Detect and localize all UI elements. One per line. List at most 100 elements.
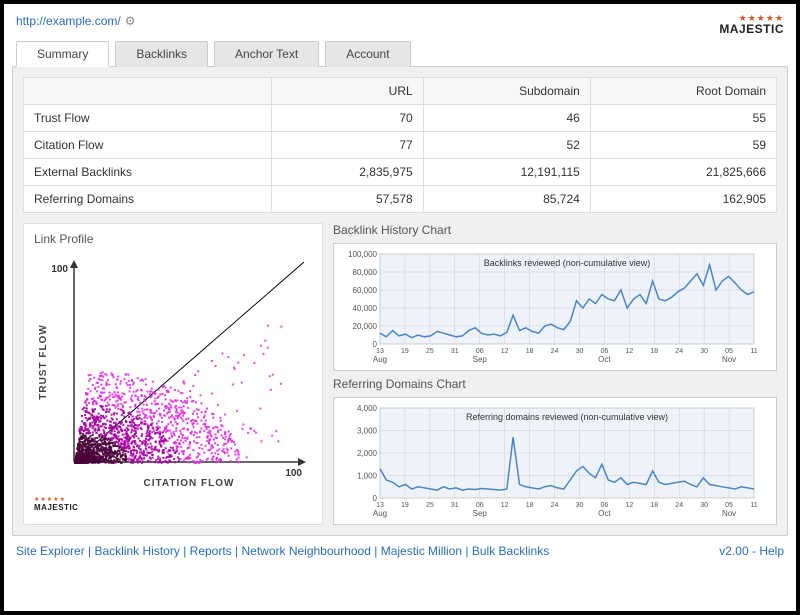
refdom-chart-title: Referring Domains Chart	[333, 377, 777, 391]
svg-text:30: 30	[700, 502, 708, 509]
backlink-chart: 020,00040,00060,00080,000100,00013192531…	[340, 248, 760, 368]
svg-text:100: 100	[285, 468, 302, 479]
footer-link[interactable]: Network Neighbourhood	[241, 544, 370, 558]
svg-text:100,000: 100,000	[348, 250, 377, 259]
svg-text:06: 06	[476, 502, 484, 509]
svg-text:25: 25	[426, 502, 434, 509]
tab-bar: SummaryBacklinksAnchor TextAccount	[16, 41, 788, 67]
gear-icon[interactable]: ⚙	[125, 14, 136, 28]
tab-backlinks[interactable]: Backlinks	[115, 41, 208, 67]
table-header: URL	[271, 78, 423, 105]
table-cell: 46	[423, 105, 590, 132]
table-cell: 21,825,666	[590, 159, 776, 186]
help-link[interactable]: Help	[759, 544, 784, 558]
footer-links: Site Explorer | Backlink History | Repor…	[16, 544, 549, 558]
svg-text:19: 19	[401, 348, 409, 355]
svg-text:19: 19	[401, 502, 409, 509]
table-header: Subdomain	[423, 78, 590, 105]
footer-link[interactable]: Backlink History	[95, 544, 180, 558]
footer-link[interactable]: Site Explorer	[16, 544, 85, 558]
tab-anchor-text[interactable]: Anchor Text	[214, 41, 319, 67]
svg-text:18: 18	[526, 502, 534, 509]
svg-text:24: 24	[675, 502, 683, 509]
svg-text:12: 12	[501, 348, 509, 355]
svg-text:Backlinks reviewed (non-cumula: Backlinks reviewed (non-cumulative view)	[484, 258, 651, 268]
backlink-chart-box: 020,00040,00060,00080,000100,00013192531…	[333, 243, 777, 371]
table-cell: Trust Flow	[24, 105, 272, 132]
table-cell: 12,191,115	[423, 159, 590, 186]
svg-text:31: 31	[451, 502, 459, 509]
svg-text:25: 25	[426, 348, 434, 355]
svg-text:CITATION FLOW: CITATION FLOW	[144, 478, 235, 489]
tab-account[interactable]: Account	[325, 41, 410, 67]
svg-text:18: 18	[650, 348, 658, 355]
table-cell: 59	[590, 132, 776, 159]
svg-text:3,000: 3,000	[357, 427, 378, 436]
svg-text:12: 12	[501, 502, 509, 509]
svg-text:1,000: 1,000	[357, 472, 378, 481]
table-cell: External Backlinks	[24, 159, 272, 186]
table-header	[24, 78, 272, 105]
svg-text:13: 13	[376, 348, 384, 355]
svg-text:05: 05	[725, 502, 733, 509]
small-logo: ★★★★★ MAJESTIC	[34, 496, 312, 512]
svg-text:06: 06	[601, 502, 609, 509]
svg-text:60,000: 60,000	[353, 286, 378, 295]
svg-text:30: 30	[576, 502, 584, 509]
svg-text:Nov: Nov	[722, 509, 736, 518]
version-label: v2.00	[719, 544, 748, 558]
svg-text:31: 31	[451, 348, 459, 355]
svg-text:24: 24	[551, 502, 559, 509]
main-panel: URLSubdomainRoot Domain Trust Flow704655…	[12, 66, 788, 536]
table-header-row: URLSubdomainRoot Domain	[24, 78, 777, 105]
table-cell: 57,578	[271, 186, 423, 213]
svg-text:Referring domains reviewed (no: Referring domains reviewed (non-cumulati…	[466, 412, 668, 422]
svg-text:100: 100	[51, 264, 68, 275]
svg-text:12: 12	[625, 348, 633, 355]
header: http://example.com/ ⚙ ★★★★★ MAJESTIC	[12, 12, 788, 41]
footer-link[interactable]: Majestic Million	[381, 544, 462, 558]
svg-text:80,000: 80,000	[353, 268, 378, 277]
backlink-chart-title: Backlink History Chart	[333, 223, 777, 237]
table-row: Referring Domains57,57885,724162,905	[24, 186, 777, 213]
tab-summary[interactable]: Summary	[16, 41, 109, 67]
svg-text:06: 06	[601, 348, 609, 355]
svg-text:13: 13	[376, 502, 384, 509]
table-cell: 52	[423, 132, 590, 159]
table-header: Root Domain	[590, 78, 776, 105]
svg-text:2,000: 2,000	[357, 449, 378, 458]
table-cell: 70	[271, 105, 423, 132]
logo: ★★★★★ MAJESTIC	[719, 14, 784, 35]
table-cell: Referring Domains	[24, 186, 272, 213]
svg-text:18: 18	[526, 348, 534, 355]
svg-text:4,000: 4,000	[357, 404, 378, 413]
svg-text:24: 24	[675, 348, 683, 355]
table-row: Citation Flow775259	[24, 132, 777, 159]
svg-text:Aug: Aug	[373, 355, 387, 364]
table-row: Trust Flow704655	[24, 105, 777, 132]
footer-right: v2.00 - Help	[719, 544, 784, 558]
table-cell: Citation Flow	[24, 132, 272, 159]
table-cell: 55	[590, 105, 776, 132]
link-profile-title: Link Profile	[34, 232, 312, 246]
svg-text:18: 18	[650, 502, 658, 509]
svg-text:12: 12	[625, 502, 633, 509]
svg-text:05: 05	[725, 348, 733, 355]
svg-text:11: 11	[750, 502, 757, 509]
svg-text:24: 24	[551, 348, 559, 355]
svg-text:11: 11	[750, 348, 757, 355]
svg-text:20,000: 20,000	[353, 322, 378, 331]
refdom-chart-box: 01,0002,0003,0004,0001319253106121824300…	[333, 397, 777, 525]
svg-text:Oct: Oct	[598, 355, 611, 364]
url-link[interactable]: http://example.com/	[16, 14, 121, 28]
footer-link[interactable]: Bulk Backlinks	[472, 544, 549, 558]
table-row: External Backlinks2,835,97512,191,11521,…	[24, 159, 777, 186]
svg-text:06: 06	[476, 348, 484, 355]
metrics-table: URLSubdomainRoot Domain Trust Flow704655…	[23, 77, 777, 213]
svg-text:Sep: Sep	[473, 355, 488, 364]
link-profile-card: Link Profile CITATION FLOWTRUST FLOW1001…	[23, 223, 323, 525]
svg-text:Sep: Sep	[473, 509, 488, 518]
table-cell: 2,835,975	[271, 159, 423, 186]
footer-link[interactable]: Reports	[190, 544, 232, 558]
table-cell: 85,724	[423, 186, 590, 213]
